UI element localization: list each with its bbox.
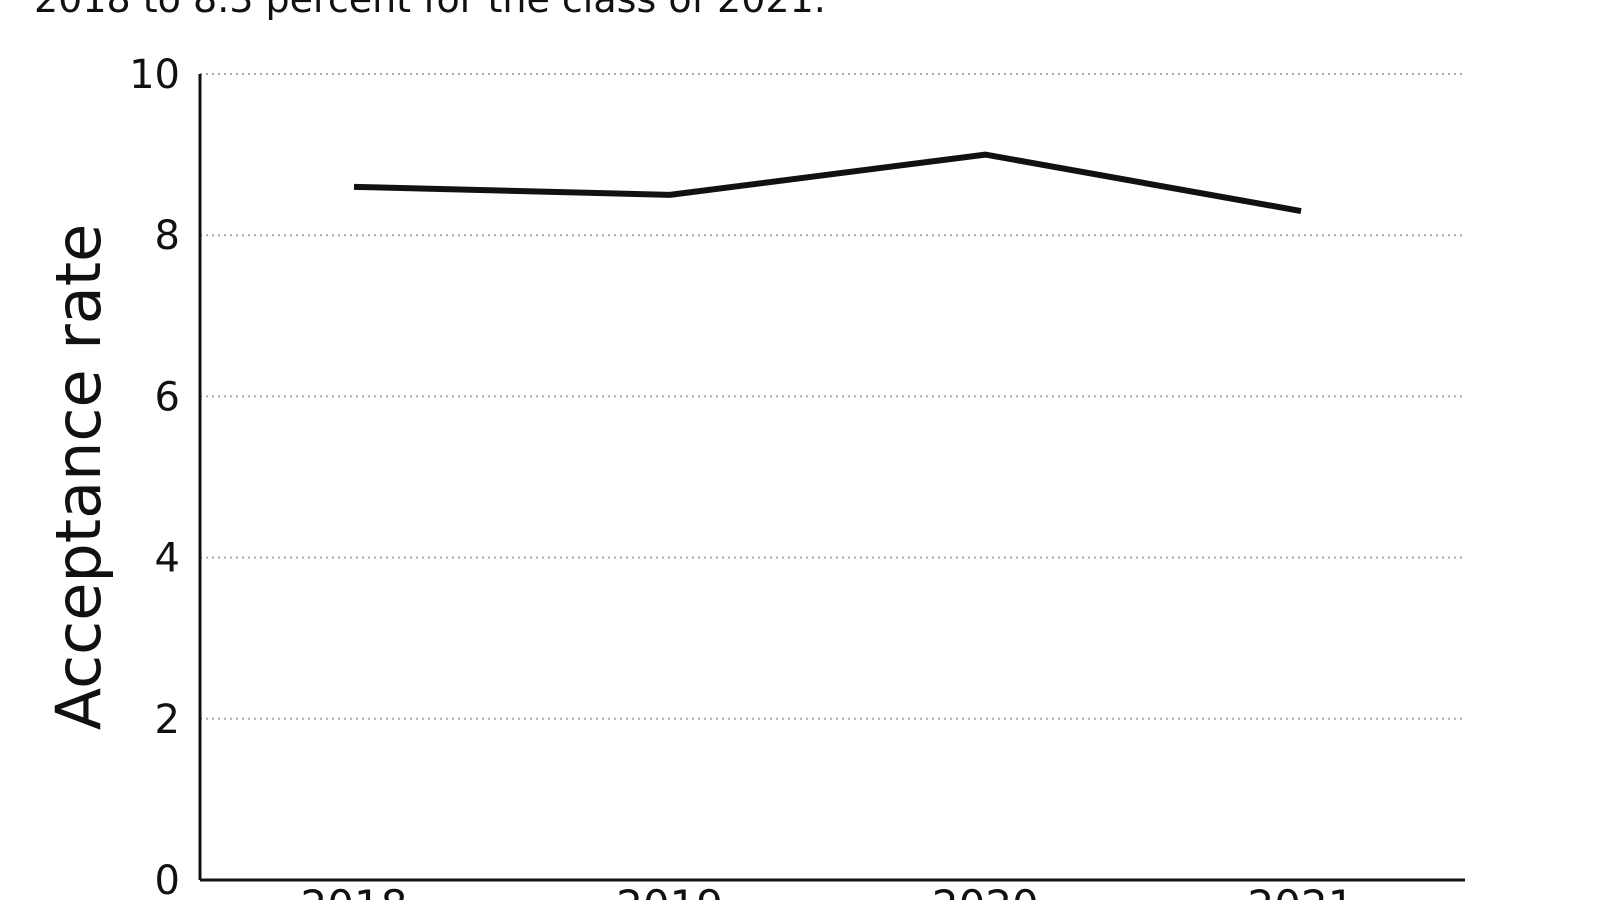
y-tick-label: 4 — [155, 536, 180, 582]
y-tick-label: 10 — [129, 52, 180, 98]
x-tick-label: 2020 — [932, 881, 1039, 900]
y-tick-label: 8 — [155, 213, 180, 259]
y-axis-label: Acceptance rate — [42, 224, 115, 730]
x-tick-label: 2021 — [1248, 881, 1355, 900]
y-tick-label: 0 — [155, 858, 180, 900]
chart-title: 2018 to 8.3 percent for the class of 202… — [34, 0, 826, 21]
x-tick-label: 2019 — [616, 881, 723, 900]
y-tick-label: 6 — [155, 374, 180, 420]
x-tick-label: 2018 — [301, 881, 408, 900]
line-series — [353, 151, 1302, 214]
y-tick-label: 2 — [155, 697, 180, 743]
